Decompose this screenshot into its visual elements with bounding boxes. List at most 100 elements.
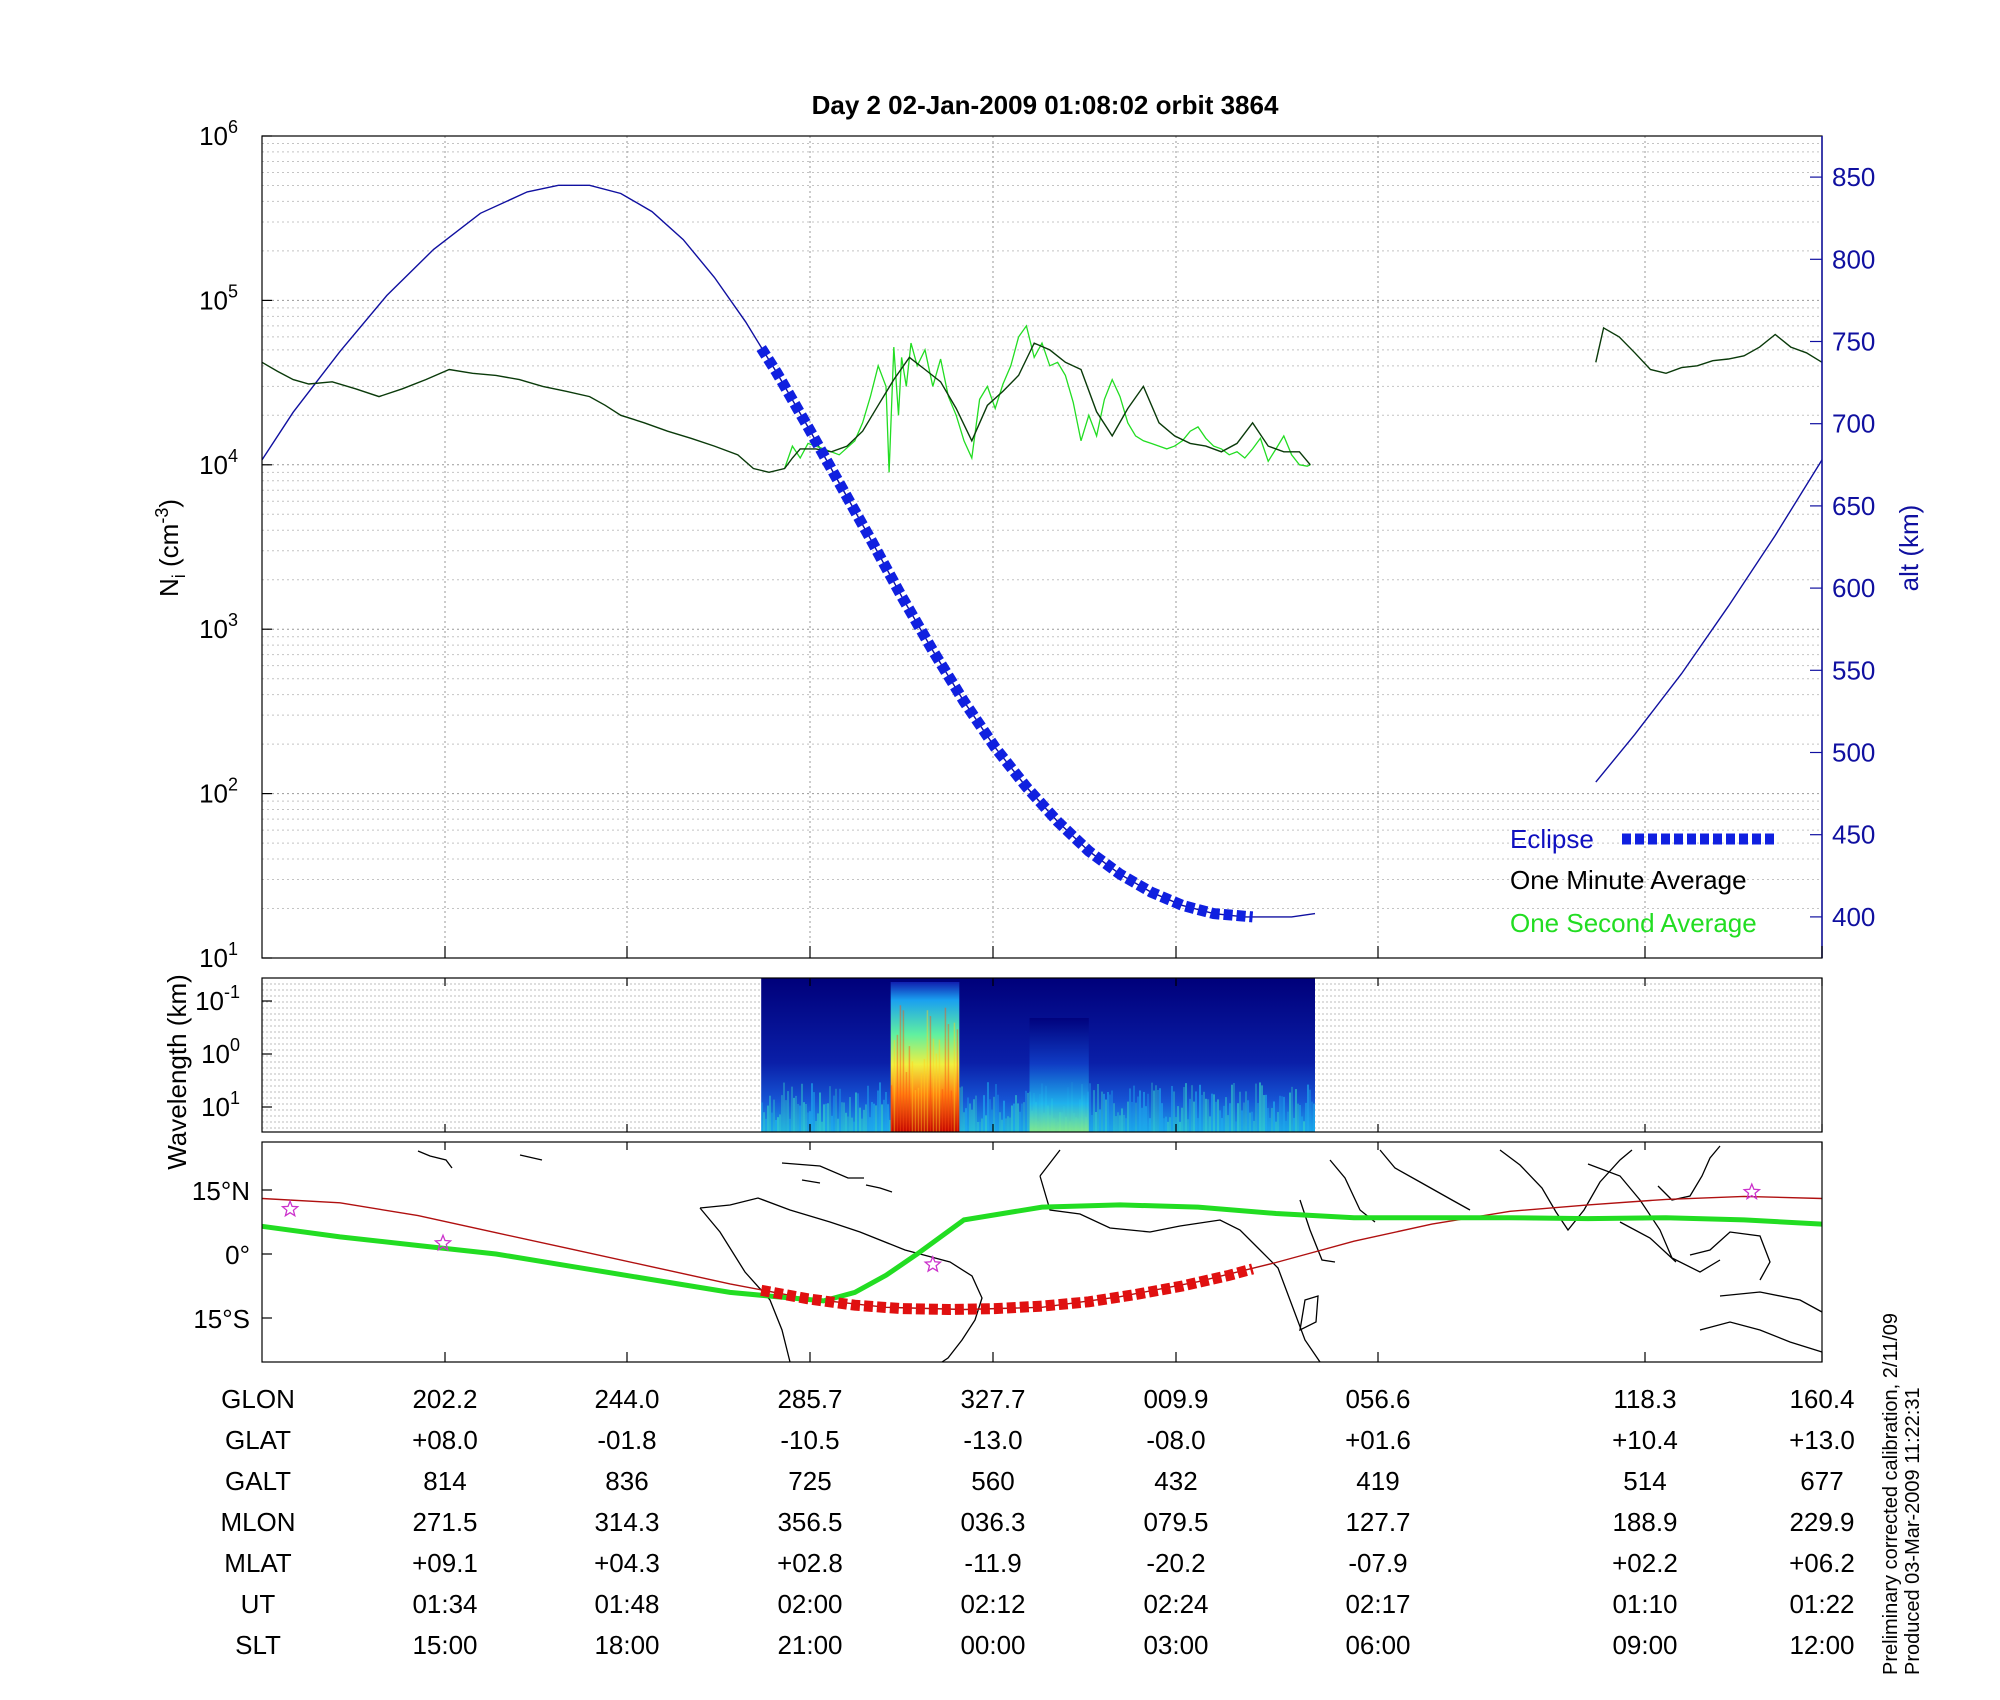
table-row-label: MLON: [220, 1507, 295, 1537]
spectrogram-column: [1093, 1090, 1095, 1132]
spectrogram-column: [1275, 1121, 1277, 1132]
table-cell: 15:00: [412, 1630, 477, 1660]
spectrogram-column: [969, 1103, 971, 1132]
spectrogram-column: [831, 1115, 833, 1132]
altitude-y-label: alt (km): [1894, 505, 1924, 592]
density-y-tick-label: 104: [199, 446, 238, 480]
table-cell: 202.2: [412, 1384, 477, 1414]
table-cell: 432: [1154, 1466, 1197, 1496]
table-cell: 229.9: [1789, 1507, 1854, 1537]
spectrogram-column: [1309, 1089, 1311, 1132]
spectrogram-column: [1291, 1086, 1293, 1132]
spectrogram-column: [1125, 1118, 1127, 1132]
spectrogram-column: [1019, 1111, 1021, 1132]
spectrogram-column: [807, 1112, 809, 1132]
spectrogram-y-label: Wavelength (km): [162, 974, 192, 1170]
table-cell: 009.9: [1143, 1384, 1208, 1414]
spectrogram-column: [971, 1109, 973, 1132]
spectrogram-column: [1131, 1101, 1133, 1132]
spectrogram-column: [1257, 1102, 1259, 1132]
spectrogram-intense-column: [944, 1007, 947, 1132]
track-y-tick-label: 15°S: [193, 1304, 250, 1334]
spectrogram-column: [1225, 1097, 1227, 1132]
spectrogram-column: [821, 1121, 823, 1132]
track-stars: [280, 1182, 1762, 1273]
coast-new-guinea: [1719, 1291, 1823, 1313]
spectrogram-column: [829, 1086, 831, 1132]
spectrogram-column: [835, 1088, 837, 1132]
table-cell: 03:00: [1143, 1630, 1208, 1660]
altitude-y-tick-label: 500: [1832, 738, 1875, 768]
spectrogram-column: [1007, 1116, 1009, 1132]
spectrogram-column: [975, 1095, 977, 1132]
spectrogram-column: [963, 1112, 965, 1132]
spectrogram-column: [843, 1102, 845, 1132]
spectrogram-column: [869, 1117, 871, 1132]
spectrogram-column: [1141, 1107, 1143, 1132]
spectrogram-column: [997, 1094, 999, 1132]
spectrogram-column: [1191, 1085, 1193, 1132]
spectrogram-column: [1281, 1096, 1283, 1132]
spectrogram-column: [1153, 1090, 1155, 1132]
spectrogram-column: [883, 1099, 885, 1132]
spectrogram-column: [1011, 1105, 1013, 1132]
spectrogram-column: [1095, 1112, 1097, 1132]
spectrogram-column: [785, 1100, 787, 1132]
spectrogram-column: [1295, 1089, 1297, 1132]
spectrogram-column: [981, 1118, 983, 1132]
spectrogram-column: [1169, 1117, 1171, 1132]
coast-caribbean: [781, 1162, 893, 1193]
spectrogram-column: [983, 1095, 985, 1132]
spectrogram-column: [761, 1102, 763, 1132]
spectrogram-column: [1307, 1084, 1309, 1132]
spectrogram-column: [855, 1092, 857, 1132]
table-cell: -20.2: [1146, 1548, 1205, 1578]
spectrogram-column: [779, 1114, 781, 1132]
spectrogram-column: [973, 1099, 975, 1132]
spectrogram-column: [1283, 1096, 1285, 1132]
track-y-tick-label: 0°: [225, 1240, 250, 1270]
spectrogram-intense-column: [911, 1061, 914, 1132]
altitude-y-ticks: 400 450 500 550 600 650 700 750 800 850: [1810, 162, 1875, 932]
spectrogram-column: [1249, 1112, 1251, 1132]
spectrogram-column: [863, 1109, 865, 1132]
spectrogram-column: [1201, 1094, 1203, 1132]
spectrogram-column: [1143, 1091, 1145, 1132]
table-cell: 02:12: [960, 1589, 1025, 1619]
spectrogram-column: [1123, 1114, 1125, 1132]
table-cell: 725: [788, 1466, 831, 1496]
spectrogram-column: [1105, 1099, 1107, 1132]
spectrogram-intense-column: [935, 1053, 938, 1132]
spectrogram-column: [1195, 1091, 1197, 1132]
altitude-y-tick-label: 400: [1832, 902, 1875, 932]
spectrogram-y-tick-label: 101: [201, 1088, 240, 1122]
spectrogram-column: [1239, 1091, 1241, 1132]
spectrogram-column: [1015, 1095, 1017, 1132]
density-y-tick-label: 105: [199, 281, 238, 315]
spectrogram-column: [1255, 1083, 1257, 1132]
spectrogram-column: [991, 1109, 993, 1132]
spectrogram-column: [1021, 1103, 1023, 1132]
spectrogram-column: [967, 1097, 969, 1132]
table-cell: 01:10: [1612, 1589, 1677, 1619]
spectrogram-column: [769, 1095, 771, 1132]
spectrogram-column: [767, 1105, 769, 1132]
spectrogram-column: [1183, 1087, 1185, 1132]
spectrogram-column: [1165, 1116, 1167, 1132]
spectrogram-intense-column: [941, 1089, 944, 1132]
eclipse-track-line: [760, 1263, 1255, 1316]
calibration-note-line1: Preliminary corrected calibration, 2/11/…: [1880, 1313, 1902, 1675]
table-cell: 21:00: [777, 1630, 842, 1660]
spectrogram-column: [861, 1118, 863, 1132]
spectrogram-column: [1299, 1104, 1301, 1132]
spectrogram-column: [965, 1108, 967, 1132]
legend: Eclipse One Minute Average One Second Av…: [1510, 824, 1775, 938]
spectrogram-intense-column: [938, 1039, 941, 1132]
spectrogram-column: [853, 1121, 855, 1132]
spectrogram-intense-column: [908, 1046, 911, 1132]
spectrogram-intense-column: [896, 1034, 899, 1132]
calibration-note-line2: Produced 03-Mar-2009 11:22:31: [1902, 1387, 1924, 1675]
table-cell: +08.0: [412, 1425, 478, 1455]
spectrogram-intense-column: [956, 1029, 959, 1132]
table-cell: 02:17: [1345, 1589, 1410, 1619]
